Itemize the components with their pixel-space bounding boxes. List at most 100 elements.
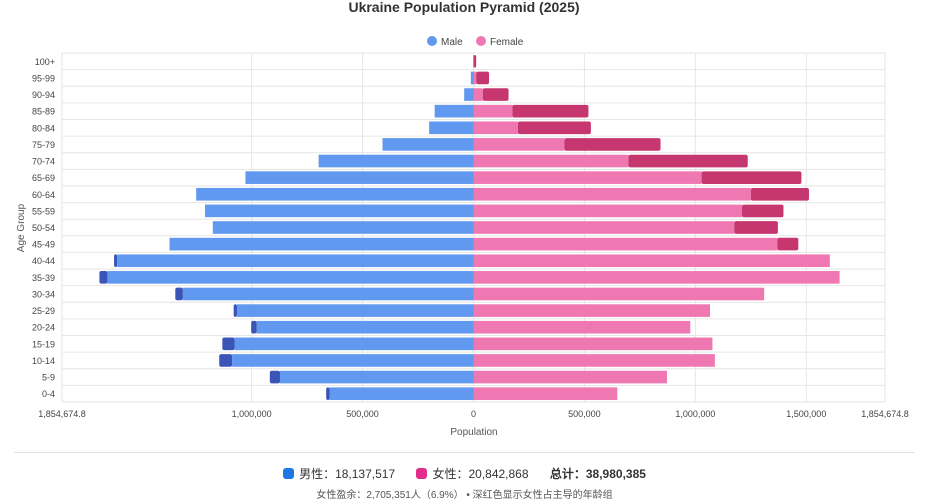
y-axis-labels: 0-4 5-9 10-14 15-19 20-24 25-29 30-34 35-39 40-4…: [32, 57, 55, 399]
male-swatch-icon: [283, 468, 295, 479]
bar-female-surplus-100plus[interactable]: [473, 54, 477, 68]
bar-male-5-9[interactable]: [280, 370, 474, 384]
y-tick-label: 60-64: [32, 190, 55, 200]
bar-male-surplus-35-39[interactable]: [99, 271, 108, 284]
y-tick-label: 35-39: [32, 273, 55, 283]
summary-total: 总计：38,980,385: [549, 467, 646, 481]
legend-label-female: Female: [490, 37, 524, 48]
legend[interactable]: Male Female: [427, 36, 524, 48]
bar-female-surplus-70-74[interactable]: [628, 154, 748, 168]
bar-female-surplus-50-54[interactable]: [734, 221, 778, 234]
x-tick-label: 1,854,674.8: [861, 409, 909, 419]
bar-female-15-19[interactable]: [473, 337, 713, 351]
bar-male-0-4[interactable]: [329, 387, 474, 401]
y-tick-label: 25-29: [32, 306, 55, 316]
bar-male-75-79[interactable]: [382, 138, 474, 151]
bar-male-35-39[interactable]: [107, 271, 474, 284]
bar-male-surplus-5-9[interactable]: [269, 370, 281, 384]
legend-item-male[interactable]: Male: [427, 36, 463, 48]
bar-male-50-54[interactable]: [212, 221, 474, 234]
bar-female-0-4[interactable]: [473, 387, 618, 401]
y-tick-label: 55-59: [32, 206, 55, 216]
bar-male-surplus-40-44[interactable]: [114, 254, 118, 268]
bar-male-10-14[interactable]: [232, 354, 474, 367]
bar-female-25-29[interactable]: [473, 304, 711, 317]
bar-female-55-59[interactable]: [473, 204, 742, 218]
legend-item-female[interactable]: Female: [476, 36, 524, 48]
y-tick-label: 45-49: [32, 240, 55, 250]
bar-female-20-24[interactable]: [473, 320, 691, 334]
bar-female-40-44[interactable]: [473, 254, 830, 268]
bar-male-55-59[interactable]: [205, 204, 474, 218]
bar-male-40-44[interactable]: [117, 254, 474, 268]
bar-female-50-54[interactable]: [473, 221, 735, 234]
pyramid-chart: Ukraine Population Pyramid (2025) Male F…: [16, 0, 909, 438]
y-tick-label: 90-94: [32, 90, 55, 100]
bar-female-surplus-45-49[interactable]: [777, 237, 799, 251]
bar-female-65-69[interactable]: [473, 171, 702, 184]
y-tick-label: 85-89: [32, 107, 55, 117]
bar-female-70-74[interactable]: [473, 154, 629, 168]
bar-male-90-94[interactable]: [464, 88, 474, 101]
y-tick-label: 10-14: [32, 356, 55, 366]
summary-bar: 男性：18,137,517 女性：20,842,868 总计：38,980,38…: [0, 465, 929, 482]
grid: [61, 53, 886, 402]
bar-male-30-34[interactable]: [182, 287, 474, 301]
bar-male-surplus-20-24[interactable]: [251, 320, 257, 334]
x-tick-label: 500,000: [346, 409, 379, 419]
bar-male-45-49[interactable]: [169, 237, 474, 251]
bar-female-surplus-55-59[interactable]: [741, 204, 784, 218]
y-tick-label: 40-44: [32, 256, 55, 266]
y-tick-label: 95-99: [32, 73, 55, 83]
bar-male-80-84[interactable]: [429, 121, 474, 135]
bar-male-25-29[interactable]: [236, 304, 474, 317]
bar-female-surplus-75-79[interactable]: [564, 138, 661, 151]
bar-male-surplus-30-34[interactable]: [175, 287, 183, 301]
footer-divider: [14, 452, 915, 453]
bar-male-surplus-0-4[interactable]: [326, 387, 330, 401]
bar-male-surplus-25-29[interactable]: [233, 304, 237, 317]
bar-female-90-94[interactable]: [473, 88, 483, 101]
bar-female-35-39[interactable]: [473, 271, 840, 284]
bar-female-75-79[interactable]: [473, 138, 565, 151]
bar-male-70-74[interactable]: [318, 154, 474, 168]
bar-male-surplus-10-14[interactable]: [219, 354, 233, 367]
legend-swatch-female: [476, 36, 486, 46]
bar-female-80-84[interactable]: [473, 121, 518, 135]
x-tick-label: 0: [471, 409, 476, 419]
y-tick-label: 15-19: [32, 339, 55, 349]
bar-male-85-89[interactable]: [434, 104, 474, 118]
legend-label-male: Male: [441, 37, 463, 48]
bar-male-95-99[interactable]: [470, 71, 474, 85]
bar-male-20-24[interactable]: [256, 320, 474, 334]
bar-male-15-19[interactable]: [234, 337, 474, 351]
bar-female-surplus-80-84[interactable]: [517, 121, 591, 135]
legend-swatch-male: [427, 36, 437, 46]
bar-female-surplus-95-99[interactable]: [476, 71, 490, 85]
y-tick-label: 65-69: [32, 173, 55, 183]
bar-female-surplus-90-94[interactable]: [482, 88, 509, 101]
y-tick-label: 50-54: [32, 223, 55, 233]
bar-female-surplus-60-64[interactable]: [750, 187, 809, 201]
bar-male-60-64[interactable]: [196, 187, 474, 201]
x-axis-labels: 1,854,674.8 1,000,000 500,000 0 500,000 1,000…: [38, 409, 909, 419]
surplus-note: 女性盈余：2,705,351人（6.9%） • 深红色显示女性占主导的年龄组: [316, 490, 613, 501]
bar-female-95-99[interactable]: [473, 71, 477, 85]
bar-male-surplus-15-19[interactable]: [222, 337, 235, 351]
bar-female-45-49[interactable]: [473, 237, 778, 251]
bar-female-30-34[interactable]: [473, 287, 765, 301]
bar-female-85-89[interactable]: [473, 104, 513, 118]
bar-female-surplus-85-89[interactable]: [512, 104, 589, 118]
bar-female-10-14[interactable]: [473, 354, 715, 367]
bar-male-65-69[interactable]: [245, 171, 474, 184]
y-tick-label: 30-34: [32, 289, 55, 299]
bar-female-surplus-65-69[interactable]: [701, 171, 802, 184]
summary-male-text: 男性：18,137,517: [299, 467, 396, 481]
bar-female-5-9[interactable]: [473, 370, 667, 384]
y-tick-label: 0-4: [42, 389, 55, 399]
bar-female-60-64[interactable]: [473, 187, 751, 201]
x-tick-label: 1,854,674.8: [38, 409, 86, 419]
x-tick-label: 500,000: [568, 409, 601, 419]
x-tick-label: 1,000,000: [232, 409, 272, 419]
